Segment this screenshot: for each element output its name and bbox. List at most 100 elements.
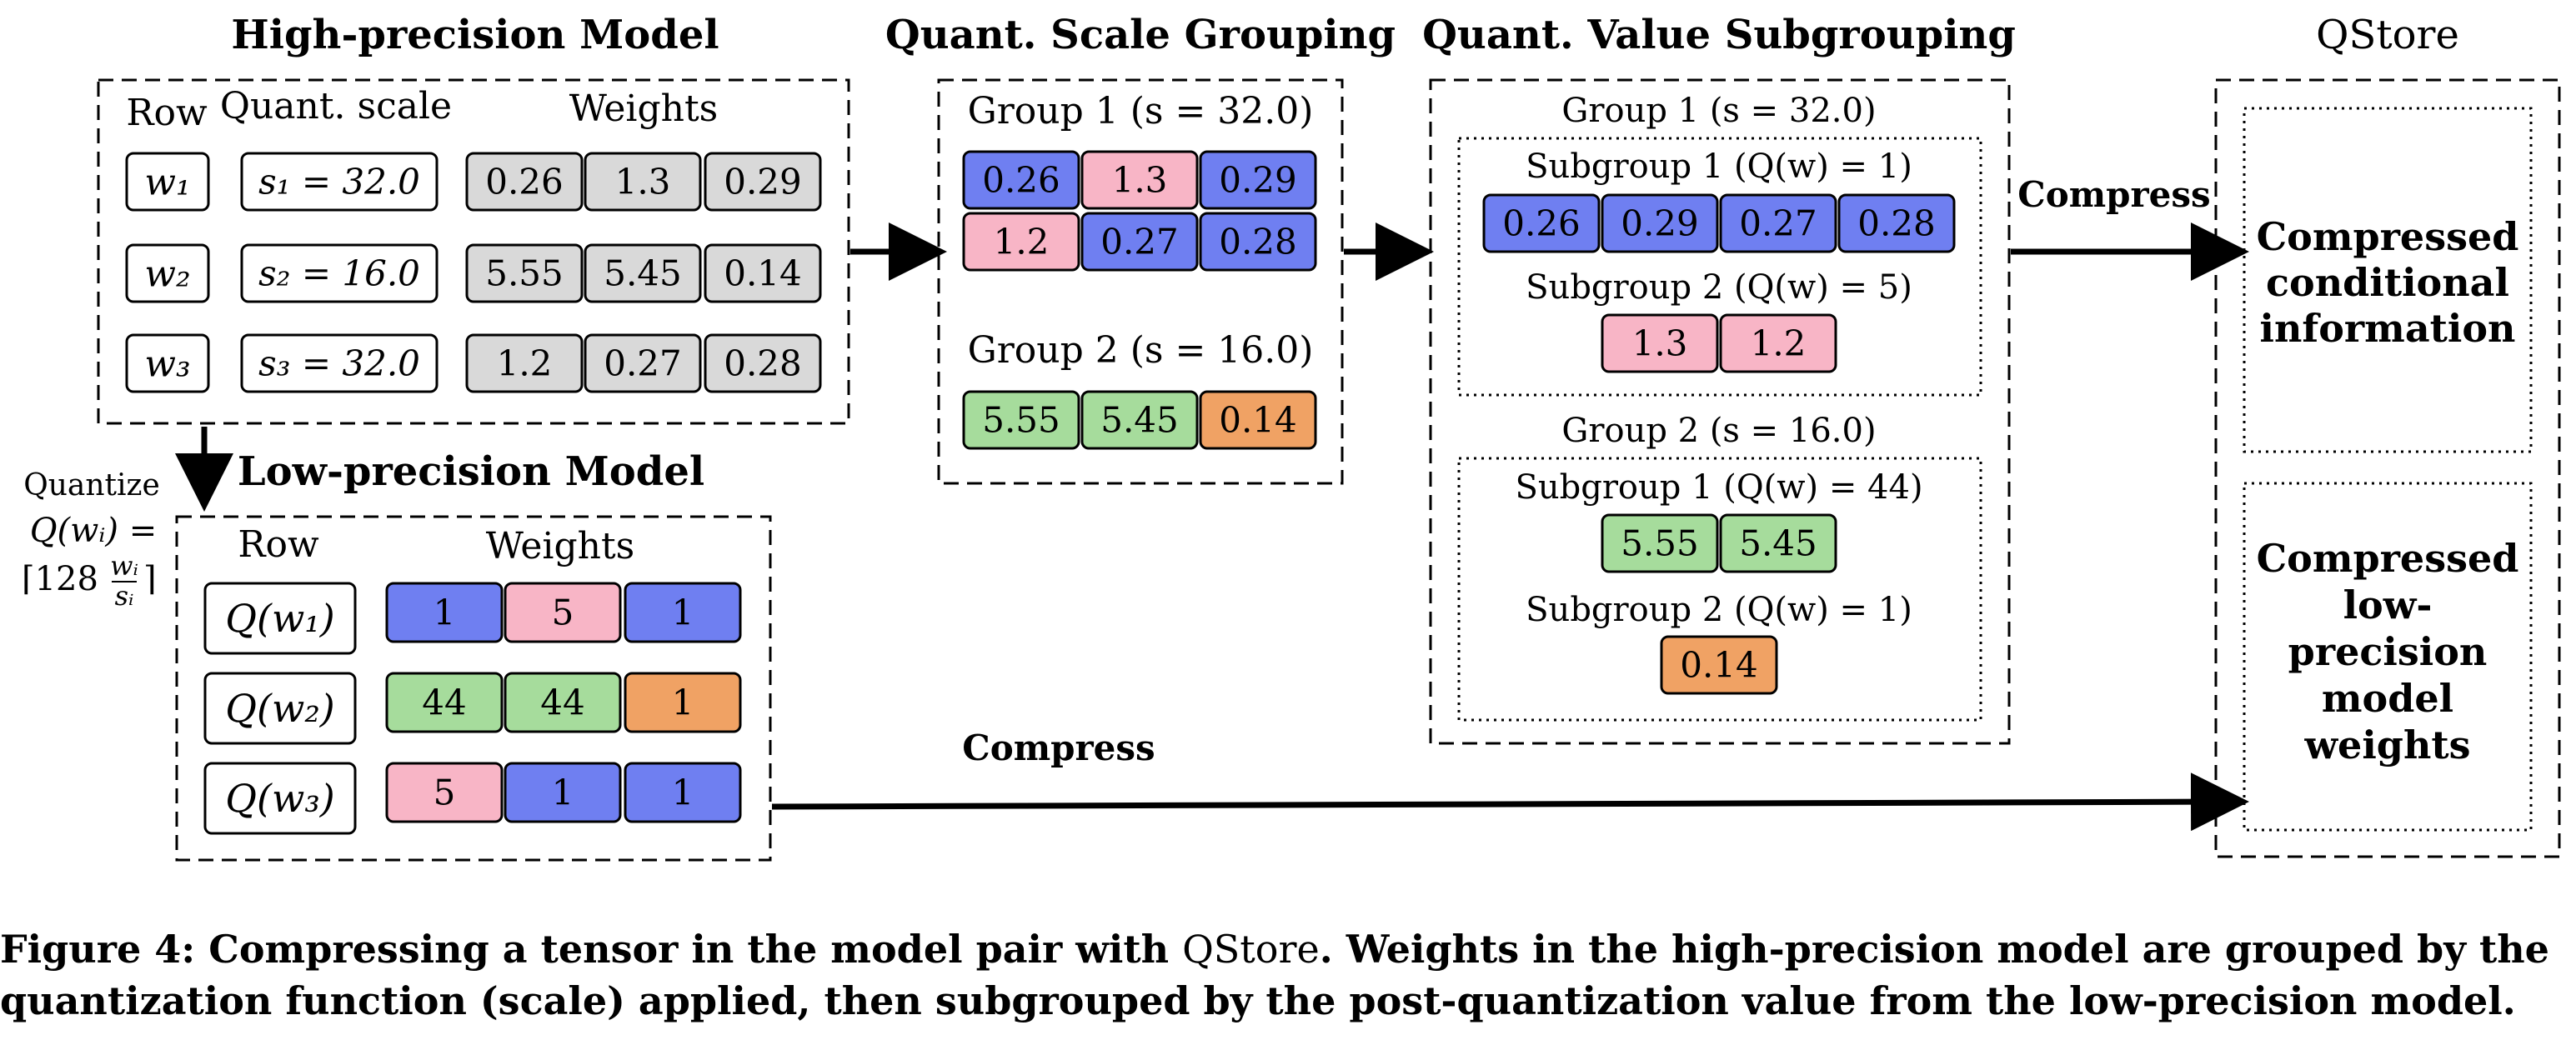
sg-g2-cell-1-2: 5.45 bbox=[1080, 390, 1199, 450]
vs-g1-sub1-cells: 0.26 0.29 0.27 0.28 bbox=[1482, 193, 1956, 253]
lp-row-2-box bbox=[203, 672, 357, 745]
hp-weight-2-1-label: 5.55 bbox=[485, 253, 564, 294]
vs-g2-sub2-cell-1-label: 0.14 bbox=[1680, 645, 1758, 686]
vs-g1-sub1-cell-3: 0.27 bbox=[1719, 193, 1837, 253]
value-subgrouping-box bbox=[1429, 78, 2011, 745]
sg-group1-cells: 0.26 1.3 0.29 1.2 0.27 0.28 bbox=[962, 150, 1317, 272]
hp-weight-3-3-box bbox=[704, 333, 822, 393]
caption-prefix: Figure 4: Compressing a tensor in the mo… bbox=[0, 927, 1183, 972]
quantize-label: Quantize bbox=[23, 468, 160, 502]
hp-weight-2-3: 0.14 bbox=[704, 243, 822, 303]
hp-weight-1-1-box bbox=[465, 152, 584, 212]
vs-g1-sub2-cell-1-label: 1.3 bbox=[1632, 323, 1688, 364]
scale-grouping-title: Quant. Scale Grouping bbox=[885, 12, 1396, 58]
sg-group2-label: Group 2 (s = 16.0) bbox=[968, 329, 1314, 372]
hp-row-1: w₁ bbox=[125, 152, 210, 212]
hp-weight-3-1: 1.2 bbox=[465, 333, 584, 393]
lp-weight-1-2: 5 bbox=[504, 582, 622, 643]
hp-weight-2-3-label: 0.14 bbox=[724, 253, 802, 294]
sg-g1-cell-1-3: 0.29 bbox=[1199, 150, 1317, 210]
sg-g1-cell-1-3-box bbox=[1199, 150, 1317, 210]
lp-weight-3-2-label: 1 bbox=[552, 772, 574, 813]
compress-label-bottom: Compress bbox=[962, 728, 1155, 768]
sg-g1-cell-1-2: 1.3 bbox=[1080, 150, 1199, 210]
vs-g2-sub1-cells: 5.55 5.45 bbox=[1601, 513, 1837, 573]
lp-weight-3-3-box bbox=[624, 762, 742, 823]
qstore-title: QStore bbox=[2316, 12, 2459, 58]
hp-scale-2-label: s₂ = 16.0 bbox=[258, 253, 420, 294]
vs-g1-sub1-cell-3-box bbox=[1719, 193, 1837, 253]
hp-weight-2-1-box bbox=[465, 243, 584, 303]
hp-col-scale: Quant. scale bbox=[220, 85, 452, 128]
lp-weight-3-1: 5 bbox=[385, 762, 504, 823]
hp-scale-3-label: s₃ = 32.0 bbox=[258, 343, 420, 384]
qstore-box bbox=[2214, 78, 2561, 858]
high-precision-title: High-precision Model bbox=[231, 12, 719, 58]
qstore-conditional-line-3: information bbox=[2260, 306, 2516, 351]
vs-g1-sub1-cell-4-label: 0.28 bbox=[1857, 203, 1936, 244]
hp-weight-1-3-label: 0.29 bbox=[724, 162, 802, 202]
quantize-formula: Quantize Q(wᵢ) = ⌈128 wᵢ sᵢ ⌉ bbox=[22, 468, 160, 612]
vs-group2-box bbox=[1457, 457, 1982, 722]
lp-row-3-label: Q(w₃) bbox=[225, 776, 334, 821]
sg-g1-cell-2-3-box bbox=[1199, 212, 1317, 272]
lp-row-1-box bbox=[203, 582, 357, 655]
hp-scale-3: s₃ = 32.0 bbox=[240, 333, 439, 393]
sg-g1-cell-2-1-label: 1.2 bbox=[994, 222, 1050, 262]
qstore-lowprec-line-1: Compressed bbox=[2257, 536, 2519, 581]
sg-g1-cell-2-2-box bbox=[1080, 212, 1199, 272]
vs-g1-sub2-label: Subgroup 2 (Q(w) = 5) bbox=[1526, 268, 1912, 307]
sg-g1-cell-1-3-label: 0.29 bbox=[1219, 160, 1297, 201]
lp-weight-3-3-label: 1 bbox=[672, 772, 694, 813]
lp-weight-1-3-box bbox=[624, 582, 742, 643]
high-precision-box bbox=[97, 78, 850, 425]
vs-g2-sub1-cell-1: 5.55 bbox=[1601, 513, 1719, 573]
vs-g1-sub2-cells: 1.3 1.2 bbox=[1601, 313, 1837, 373]
vs-g1-sub1-cell-4: 0.28 bbox=[1837, 193, 1956, 253]
arrow-compress-bottom bbox=[771, 772, 2249, 832]
hp-weight-2-2-label: 5.45 bbox=[604, 253, 682, 294]
lp-weight-1-1-label: 1 bbox=[434, 592, 456, 633]
vs-g1-sub1-cell-3-label: 0.27 bbox=[1739, 203, 1817, 244]
vs-g1-sub2-cell-1-box bbox=[1601, 313, 1719, 373]
hp-weight-1-1: 0.26 bbox=[465, 152, 584, 212]
vs-group2-label: Group 2 (s = 16.0) bbox=[1561, 412, 1876, 450]
sg-group1-label: Group 1 (s = 32.0) bbox=[968, 90, 1314, 132]
compress-label-top: Compress bbox=[2017, 174, 2210, 215]
lp-row-3-box bbox=[203, 762, 357, 835]
vs-g1-sub1-cell-2: 0.29 bbox=[1601, 193, 1719, 253]
hp-weight-3-1-box bbox=[465, 333, 584, 393]
quantize-frac-den: sᵢ bbox=[115, 580, 134, 612]
quantize-frac-num: wᵢ bbox=[110, 550, 138, 582]
sg-g2-cell-1-3: 0.14 bbox=[1199, 390, 1317, 450]
qstore-lowprec-line-3: precision bbox=[2288, 629, 2488, 674]
sg-g1-cell-1-1: 0.26 bbox=[962, 150, 1080, 210]
hp-weight-2-1: 5.55 bbox=[465, 243, 584, 303]
hp-weight-1-2-box bbox=[584, 152, 702, 212]
vs-g1-sub1-label: Subgroup 1 (Q(w) = 1) bbox=[1526, 148, 1912, 186]
hp-weight-3-3-label: 0.28 bbox=[724, 343, 802, 384]
hp-rows: w₁ s₁ = 32.0 0.26 1.3 0.29 w₂ s₂ = 16.0 5.55 5.4… bbox=[125, 152, 822, 393]
quantize-ceil-close: ⌉ bbox=[143, 560, 157, 598]
vs-g1-sub1-cell-2-box bbox=[1601, 193, 1719, 253]
sg-g2-cell-1-3-box bbox=[1199, 390, 1317, 450]
qstore-lowprec-box bbox=[2243, 482, 2533, 832]
lp-weight-2-2-box bbox=[504, 672, 622, 733]
low-precision-title: Low-precision Model bbox=[238, 448, 704, 495]
lp-weight-2-3-box bbox=[624, 672, 742, 733]
qstore-lowprec-line-5: weights bbox=[2303, 722, 2470, 768]
lp-row-2-label: Q(w₂) bbox=[225, 686, 334, 731]
hp-row-3-box bbox=[125, 333, 210, 393]
hp-col-row: Row bbox=[126, 92, 208, 134]
scale-grouping-box bbox=[937, 78, 1344, 485]
vs-group1-label: Group 1 (s = 32.0) bbox=[1561, 92, 1876, 130]
hp-row-3: w₃ bbox=[125, 333, 210, 393]
vs-g2-sub2-cell-1: 0.14 bbox=[1660, 635, 1778, 695]
lp-weight-1-2-label: 5 bbox=[552, 592, 574, 633]
hp-weight-1-1-label: 0.26 bbox=[485, 162, 564, 202]
lp-weight-2-2: 44 bbox=[504, 672, 622, 733]
hp-scale-1-label: s₁ = 32.0 bbox=[258, 162, 420, 202]
